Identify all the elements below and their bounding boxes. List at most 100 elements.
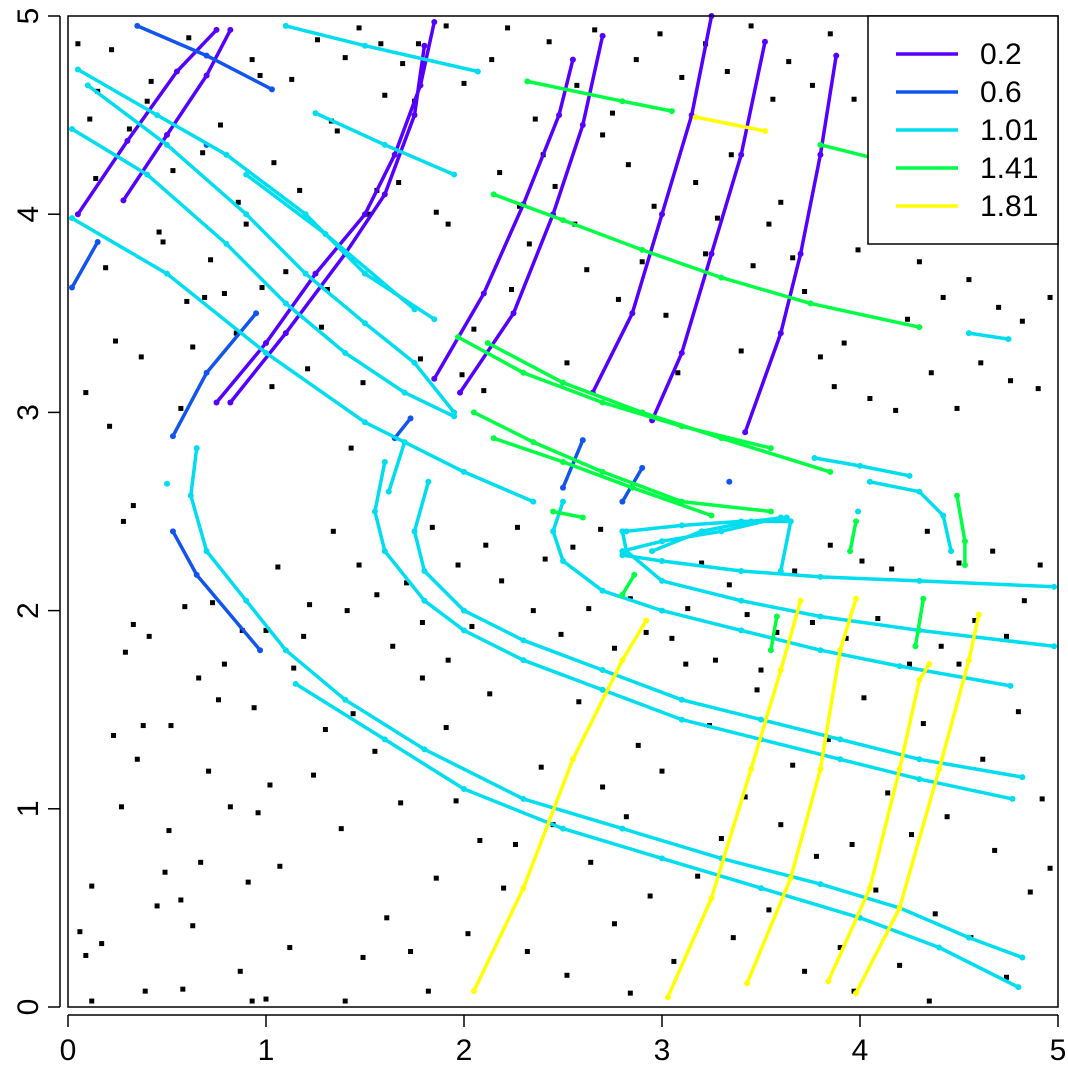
contour-vertex xyxy=(678,696,685,703)
contour-vertex xyxy=(550,508,557,515)
scatter-point xyxy=(792,568,798,574)
contour-vertex xyxy=(975,611,982,618)
contour-vertex xyxy=(84,82,91,89)
scatter-point xyxy=(1047,865,1053,871)
scatter-point xyxy=(146,633,152,639)
legend-label: 1.81 xyxy=(980,190,1038,223)
contour-vertex xyxy=(916,488,923,495)
scatter-point xyxy=(415,41,421,47)
y-tick-label: 3 xyxy=(12,404,45,421)
contour-vertex xyxy=(678,522,685,529)
scatter-point xyxy=(524,949,530,955)
contour-vertex xyxy=(619,98,626,105)
scatter-point xyxy=(954,405,960,411)
scatter-point xyxy=(778,199,784,205)
legend: 0.2 0.6 1.01 1.41 1.81 xyxy=(867,15,1059,245)
contour-vertex xyxy=(425,478,432,485)
contour-vertex xyxy=(268,86,275,93)
contour-vertex xyxy=(916,776,923,783)
contour-vertex xyxy=(94,238,101,245)
contour-line xyxy=(551,509,585,520)
scatter-point xyxy=(93,176,99,182)
scatter-point xyxy=(322,727,328,733)
scatter-point xyxy=(623,814,629,820)
contour-vertex xyxy=(257,647,264,654)
scatter-point xyxy=(893,407,899,413)
contour-vertex xyxy=(362,270,368,277)
contour-vertex xyxy=(773,613,780,620)
contour-vertex xyxy=(664,994,671,1001)
scatter-point xyxy=(289,76,295,82)
scatter-point xyxy=(384,915,390,921)
plot-border xyxy=(67,15,1059,1008)
y-tick-label: 5 xyxy=(12,8,45,25)
contour-vertex xyxy=(797,597,804,604)
scatter-point xyxy=(859,558,865,564)
contour-vertex xyxy=(243,171,250,178)
contour-vertex xyxy=(1051,643,1058,650)
contour-vertex xyxy=(797,250,804,257)
scatter-point xyxy=(675,370,681,376)
scatter-point xyxy=(748,23,754,29)
contour-vertex xyxy=(857,462,863,469)
contour-vertex xyxy=(342,349,349,356)
contour-vertex xyxy=(203,369,210,376)
scatter-point xyxy=(99,941,105,947)
scatter-point xyxy=(1015,709,1021,715)
contour-vertex xyxy=(748,518,755,525)
scatter-point xyxy=(827,542,833,548)
contour-vertex xyxy=(619,825,626,832)
scatter-point xyxy=(1021,598,1027,604)
scatter-point xyxy=(509,287,515,293)
scatter-point xyxy=(305,366,311,372)
contour-vertex xyxy=(1015,984,1022,991)
contour-vertex xyxy=(385,488,392,495)
scatter-point xyxy=(455,562,461,568)
scatter-point xyxy=(990,548,996,554)
contour-vertex xyxy=(787,518,794,525)
scatter-point xyxy=(526,241,532,247)
contour-vertex xyxy=(312,110,319,117)
contour-vertex xyxy=(936,766,943,773)
contour-vertex xyxy=(926,661,933,668)
scatter-point xyxy=(267,782,273,788)
scatter-point xyxy=(77,929,83,935)
scatter-point xyxy=(1027,889,1033,895)
scatter-point xyxy=(924,528,930,534)
contour-vertex xyxy=(282,300,289,307)
scatter-point xyxy=(459,372,465,378)
scatter-point xyxy=(610,110,615,116)
scatter-point xyxy=(813,853,819,859)
scatter-point xyxy=(111,732,117,738)
scatter-point xyxy=(758,667,764,673)
legend-label: 0.6 xyxy=(980,76,1022,109)
scatter-point xyxy=(200,150,206,156)
scatter-point xyxy=(742,794,748,800)
contour-line xyxy=(693,115,767,133)
scatter-point xyxy=(802,968,808,974)
scatter-point xyxy=(905,316,911,322)
scatter-point xyxy=(445,221,451,227)
contour-vertex xyxy=(896,904,903,911)
contour-vertex xyxy=(431,375,438,382)
contour-vertex xyxy=(777,330,784,337)
scatter-point xyxy=(728,152,734,158)
scatter-point xyxy=(907,661,912,667)
scatter-point xyxy=(481,388,487,394)
contour-line xyxy=(392,416,413,440)
scatter-point xyxy=(271,160,277,166)
contour-vertex xyxy=(134,22,141,29)
contour-vertex xyxy=(213,26,220,33)
scatter-point xyxy=(237,968,243,974)
scatter-point xyxy=(400,61,406,67)
contour-vertex xyxy=(193,445,200,452)
scatter-point xyxy=(356,562,362,568)
scatter-point xyxy=(861,695,867,701)
contour-vertex xyxy=(738,567,745,574)
scatter-point xyxy=(766,221,772,227)
scatter-point xyxy=(429,524,435,530)
scatter-point xyxy=(126,126,132,132)
scatter-point xyxy=(1004,974,1010,980)
scatter-point xyxy=(206,768,212,774)
contour-vertex xyxy=(742,429,749,436)
